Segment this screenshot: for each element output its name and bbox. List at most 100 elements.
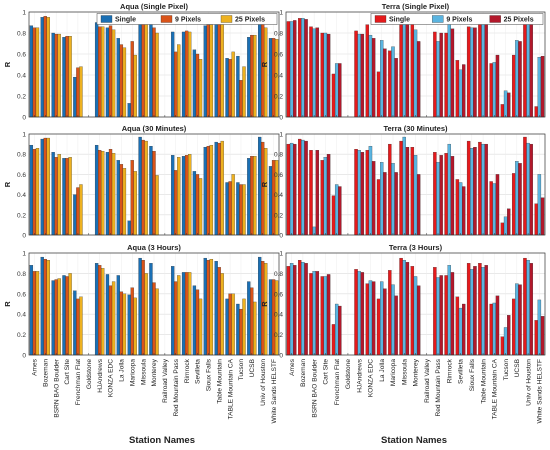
bar [507, 208, 511, 236]
bar [76, 67, 80, 118]
bar [331, 73, 336, 118]
bar [198, 298, 203, 356]
x-tick-label: HJAndrews [97, 358, 104, 392]
x-tick-label: White Sands HELSTF [537, 359, 544, 424]
legend-label: 9 Pixels [175, 17, 201, 24]
bar [62, 158, 66, 236]
bar [371, 281, 376, 356]
bar [383, 48, 387, 118]
bar [515, 283, 519, 356]
bar [380, 281, 384, 356]
bar [98, 150, 102, 236]
bar [380, 40, 384, 118]
bar [184, 30, 189, 118]
x-tick-label: Red Mountain Pass [435, 358, 442, 416]
y-tick-label: 1 [279, 132, 283, 139]
bar [268, 166, 273, 236]
bar [101, 151, 105, 236]
bar [228, 181, 232, 236]
bar [416, 174, 421, 236]
bar [138, 16, 142, 118]
bar [433, 152, 437, 236]
bar [289, 21, 294, 118]
bar [447, 265, 451, 356]
bar [111, 153, 116, 236]
bar [489, 303, 493, 356]
bar [383, 288, 387, 356]
bar [144, 140, 148, 236]
bar [383, 172, 387, 236]
bar [111, 29, 116, 118]
legend-label: Single [115, 17, 136, 24]
bar [410, 266, 415, 356]
bar [391, 284, 395, 356]
bar [470, 269, 474, 356]
bar [73, 76, 77, 118]
bar [68, 157, 72, 236]
bar [144, 273, 148, 356]
bar [46, 137, 50, 236]
bar [152, 151, 156, 236]
bar [413, 155, 418, 236]
bar [466, 140, 471, 236]
bar [518, 41, 522, 118]
bar [478, 263, 482, 356]
bar [534, 106, 538, 118]
bar [188, 31, 192, 118]
bar [261, 141, 265, 236]
bar [416, 285, 421, 356]
bar [40, 17, 44, 118]
bar [410, 147, 415, 236]
y-tick-label: 0 [22, 233, 26, 240]
bar [250, 156, 254, 236]
x-tick-label: HJAndrews [356, 358, 363, 392]
bar [195, 289, 200, 356]
bar [439, 155, 443, 236]
bar [68, 36, 72, 118]
bar [540, 316, 545, 356]
legend-label: 9 Pixels [446, 17, 472, 24]
bar [46, 260, 50, 356]
panel-title: Aqua (3 Hours) [127, 243, 181, 252]
bar [220, 140, 224, 236]
bar [192, 49, 197, 118]
chart-panel: 0 0.2 0.4 0.6 0.8 1 Terra (3 Hours) R Ames Bozema… [260, 243, 546, 424]
panel-title: Aqua (30 Minutes) [122, 124, 187, 133]
bar [368, 145, 373, 236]
bar [116, 160, 120, 236]
bar [195, 53, 200, 118]
bar [130, 41, 134, 118]
bar [326, 274, 331, 356]
bar [181, 156, 186, 236]
bar [35, 27, 40, 118]
bar [304, 140, 308, 236]
bar [105, 274, 110, 356]
bar [376, 71, 381, 118]
bar [518, 284, 522, 356]
bar [79, 66, 83, 118]
bar [264, 148, 268, 236]
bar [388, 50, 392, 118]
x-tick-label: Bozeman [43, 359, 50, 387]
bar [220, 21, 224, 118]
bar [268, 38, 273, 118]
bar [433, 267, 437, 356]
bar [481, 21, 485, 118]
bar [79, 296, 83, 356]
x-tick-label: Table Mountain [480, 359, 487, 404]
bar [388, 270, 392, 356]
bar [323, 157, 328, 236]
bar [334, 184, 339, 236]
bar [35, 148, 40, 236]
x-tick-label: TABLE Mountain CA [227, 358, 234, 419]
x-tick-label: Bozeman [300, 359, 307, 387]
bar [130, 160, 134, 236]
x-tick-label: La Jolla [119, 359, 126, 382]
bar [236, 55, 240, 118]
bar [239, 80, 243, 118]
bar [68, 273, 72, 356]
bar [195, 174, 200, 236]
bar [141, 260, 145, 356]
bar [289, 142, 294, 236]
x-tick-label: Red Mountain Pass [173, 358, 180, 416]
